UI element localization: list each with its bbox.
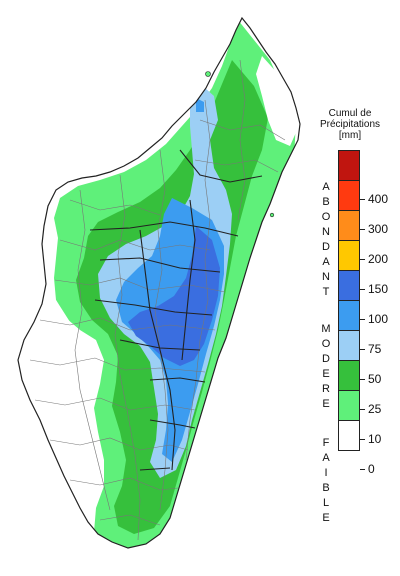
legend-category-letter: D — [322, 241, 330, 253]
district-boundaries — [29, 59, 286, 541]
legend-tick-label: 0 — [368, 462, 375, 476]
legend-category-letter: A — [322, 452, 330, 464]
legend-category-letter: I — [324, 467, 328, 479]
legend-swatch — [338, 361, 360, 391]
legend-title-line2: Précipitations — [319, 119, 381, 130]
legend-tick-mark — [360, 319, 365, 320]
zone-below-10-ne — [256, 56, 298, 146]
legend-category-letter: T — [322, 286, 330, 298]
legend-tick-mark — [360, 349, 365, 350]
legend-tick-mark — [360, 379, 365, 380]
legend-category-letter: B — [322, 482, 330, 494]
legend-tick-mark — [360, 229, 365, 230]
legend-swatch — [338, 211, 360, 241]
offshore-island — [205, 71, 211, 77]
region-boundaries — [89, 149, 263, 471]
legend-swatch — [338, 421, 360, 451]
legend-category-letter: B — [322, 196, 330, 208]
legend-swatch — [338, 150, 360, 181]
zone-below-10-west — [18, 300, 98, 520]
legend-category-letter: A — [322, 181, 330, 193]
legend-tick-mark — [360, 469, 365, 470]
legend-tick-mark — [360, 289, 365, 290]
legend-tick-label: 75 — [368, 342, 382, 356]
legend-tick-label: 25 — [368, 402, 382, 416]
offshore-island — [269, 212, 275, 218]
legend-tick-label: 400 — [368, 192, 389, 206]
legend-category-letter: F — [322, 437, 330, 449]
legend-swatch — [338, 181, 360, 211]
legend-tick-mark — [360, 409, 365, 410]
legend-category-letter: O — [321, 338, 331, 350]
legend-category-letter: O — [321, 211, 331, 223]
legend-category-letter: L — [322, 497, 330, 509]
zone-100-150 — [128, 226, 220, 366]
legend-tick-mark — [360, 259, 365, 260]
legend-category-letter: E — [322, 512, 330, 524]
legend-category-letter: M — [321, 323, 331, 335]
island-outline — [17, 16, 301, 549]
legend-tick-label: 100 — [368, 312, 389, 326]
legend-tick-label: 150 — [368, 282, 389, 296]
legend-swatch — [338, 271, 360, 301]
legend-category-letter: E — [322, 398, 330, 410]
legend-title-line3: [mm] — [338, 130, 362, 141]
legend-tick-mark — [360, 439, 365, 440]
legend-category-letter: A — [322, 256, 330, 268]
legend-swatch — [338, 241, 360, 271]
legend-tick-label: 50 — [368, 372, 382, 386]
legend-title: Cumul de Précipitations [mm] — [300, 108, 400, 141]
legend-title-line1: Cumul de — [328, 108, 372, 119]
legend-color-bar — [338, 150, 360, 451]
legend-tick-mark — [360, 199, 365, 200]
legend-category-letter: N — [322, 226, 330, 238]
legend-category-letter: R — [322, 383, 330, 395]
legend-tick-label: 10 — [368, 432, 382, 446]
legend-category-letter: N — [322, 271, 330, 283]
legend-category-letter: E — [322, 368, 330, 380]
legend-swatch — [338, 391, 360, 421]
legend-category-letter: D — [322, 353, 330, 365]
legend-swatch — [338, 301, 360, 331]
legend-tick-label: 300 — [368, 222, 389, 236]
legend-tick-label: 200 — [368, 252, 389, 266]
legend-swatch — [338, 331, 360, 361]
zone-75-100-north — [196, 98, 204, 112]
